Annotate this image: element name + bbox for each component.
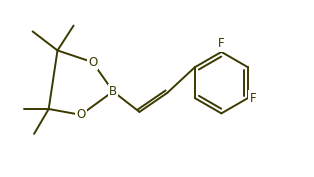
Text: F: F	[218, 38, 225, 50]
Text: B: B	[109, 85, 117, 98]
Text: F: F	[249, 92, 256, 104]
Text: O: O	[88, 56, 97, 69]
Text: O: O	[76, 108, 85, 121]
